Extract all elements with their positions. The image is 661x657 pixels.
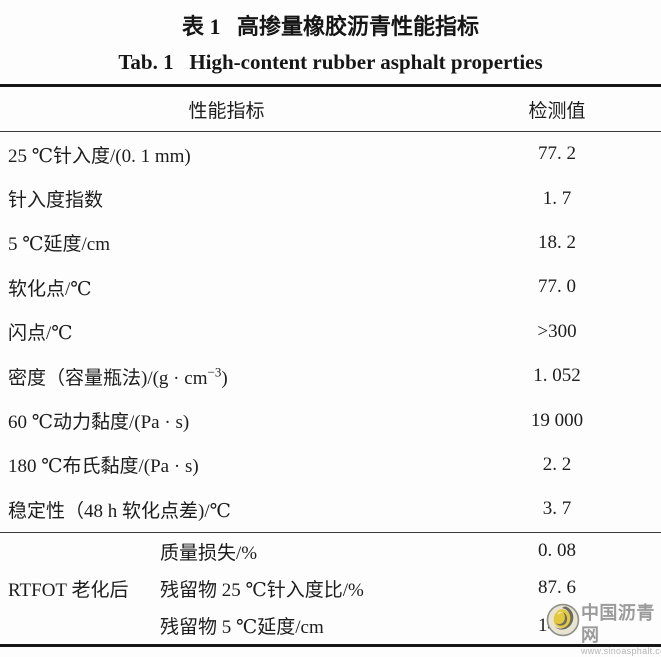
row-label: 闪点/℃ [8, 323, 73, 345]
table-row: 25 ℃针入度/(0. 1 mm) 77. 2 [0, 132, 661, 176]
row-value: 1. 7 [542, 187, 572, 209]
table-row: 180 ℃布氏黏度/(Pa · s) 2. 2 [0, 443, 661, 487]
table-row: 针入度指数 1. 7 [0, 176, 661, 220]
row-label: 残留物 5 ℃延度/cm [160, 617, 324, 639]
rtfot-rows: 质量损失/% 0. 08 残留物 25 ℃针入度比/% 87. 6 残留物 5 … [160, 533, 661, 645]
row-value: 3. 7 [542, 498, 572, 520]
row-value: >300 [537, 320, 577, 342]
table-row: 60 ℃动力黏度/(Pa · s) 19 000 [0, 398, 661, 442]
row-value: 19 000 [530, 409, 584, 431]
row-value: 0. 08 [538, 540, 576, 562]
rtfot-group-label: RTFOT 老化后 [8, 579, 129, 601]
header-detected-value: 检测值 [528, 100, 586, 122]
table-header-row: 性能指标 检测值 [0, 87, 661, 132]
row-label: 稳定性（48 h 软化点差)/℃ [8, 500, 231, 522]
row-label: 软化点/℃ [8, 278, 92, 300]
table-title-en: Tab. 1 High-content rubber asphalt prope… [118, 50, 543, 74]
sinoasphalt-logo-icon [546, 603, 580, 637]
watermark-site-url: www.sinoasphalt.com [580, 646, 661, 656]
properties-table: 性能指标 检测值 25 ℃针入度/(0. 1 mm) 77. 2 针入度指数 1… [0, 84, 661, 648]
table-row: 质量损失/% 0. 08 [160, 533, 661, 570]
row-value: 77. 2 [538, 143, 576, 165]
table-row: 5 ℃延度/cm 18. 2 [0, 221, 661, 265]
row-value: 1. 052 [533, 365, 581, 387]
table-row: 闪点/℃ >300 [0, 310, 661, 354]
row-value: 77. 0 [538, 276, 576, 298]
row-value: 18. 2 [538, 231, 576, 253]
table-row: 残留物 25 ℃针入度比/% 87. 6 [160, 570, 661, 607]
row-value: 2. 2 [542, 453, 572, 475]
watermark-text: 中国沥青网 www.sinoasphalt.com [581, 602, 661, 656]
table-row: 稳定性（48 h 软化点差)/℃ 3. 7 [0, 487, 661, 531]
table-row: 密度（容量瓶法)/(g · cm−3) 1. 052 [0, 354, 661, 398]
row-label: 180 ℃布氏黏度/(Pa · s) [8, 456, 199, 478]
watermark: 中国沥青网 www.sinoasphalt.com [546, 602, 661, 656]
rtfot-section: RTFOT 老化后 质量损失/% 0. 08 残留物 25 ℃针入度比/% 87… [0, 531, 661, 645]
table-title-zh: 表 1 高掺量橡胶沥青性能指标 [181, 14, 479, 39]
row-value: 87. 6 [538, 577, 576, 599]
table-row: 软化点/℃ 77. 0 [0, 265, 661, 309]
row-label: 针入度指数 [8, 190, 104, 212]
row-label: 25 ℃针入度/(0. 1 mm) [8, 145, 191, 167]
watermark-site-name: 中国沥青网 [580, 603, 655, 645]
row-label: 60 ℃动力黏度/(Pa · s) [8, 412, 190, 434]
row-label: 残留物 25 ℃针入度比/% [160, 579, 364, 601]
row-label: 质量损失/% [160, 542, 258, 564]
row-label: 5 ℃延度/cm [8, 234, 110, 256]
superscript: −3 [207, 364, 222, 380]
header-property-index: 性能指标 [188, 100, 265, 122]
table-body: 25 ℃针入度/(0. 1 mm) 77. 2 针入度指数 1. 7 5 ℃延度… [0, 132, 661, 532]
row-label: 密度（容量瓶法)/(g · cm−3) [8, 364, 228, 389]
